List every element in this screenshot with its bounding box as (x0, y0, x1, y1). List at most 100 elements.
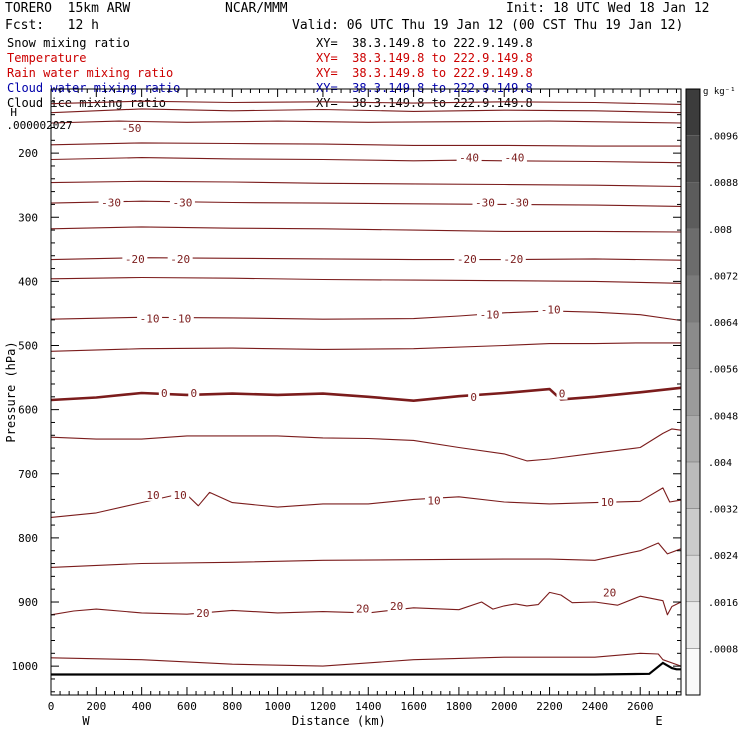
contour-label: -50 (122, 122, 142, 135)
colorbar-band (685, 508, 701, 556)
y-tick-label: 300 (18, 211, 38, 224)
x-tick-label: 1400 (355, 700, 382, 713)
isotherm-line (50, 157, 682, 164)
x-tick-label: 400 (132, 700, 152, 713)
x-tick-label: 1600 (400, 700, 427, 713)
x-tick-label: 2400 (582, 700, 609, 713)
contour-label: 20 (603, 586, 616, 599)
y-tick-label: 400 (18, 275, 38, 288)
contour-label-bg (193, 606, 212, 619)
contour-label-bg (598, 495, 617, 508)
colorbar-band (685, 648, 701, 696)
contour-label: 10 (427, 495, 440, 508)
contour-label-bg (122, 252, 148, 265)
isotherm-line (50, 108, 682, 114)
contour-label-bg (118, 122, 144, 135)
x-tick-label: 800 (222, 700, 242, 713)
contour-label: 10 (174, 489, 187, 502)
contour-label-bg (500, 252, 526, 265)
isotherm-line (50, 310, 682, 322)
contour-label-bg (169, 196, 195, 209)
colorbar-band (685, 135, 701, 183)
colorbar-tick-label: .0048 (708, 411, 738, 422)
colorbar-band (685, 554, 701, 603)
colorbar-tick-label: .0008 (708, 644, 738, 655)
isotherm-line (50, 100, 682, 105)
legend-xy: XY= 38.3.149.8 to 222.9.149.8 (316, 36, 533, 50)
colorbar-band (685, 321, 701, 369)
x-tick-label: 1800 (446, 700, 473, 713)
contour-label: -20 (503, 253, 523, 266)
contour-label-bg (456, 151, 482, 164)
x-tick-label: 600 (177, 700, 197, 713)
colorbar-tick-label: .008 (708, 225, 732, 236)
legend-label: Cloud water mixing ratio (7, 81, 181, 95)
y-tick-label: 1000 (12, 660, 39, 673)
x-tick-label: 1200 (310, 700, 337, 713)
y-tick-label: 200 (18, 147, 38, 160)
colorbar-tick-label: .0064 (708, 318, 738, 329)
y-tick-label: 900 (18, 596, 38, 609)
contour-label-bg (501, 151, 527, 164)
y-tick-label: 600 (18, 404, 38, 417)
colorbar-unit: g kg⁻¹ (703, 87, 736, 97)
contour-label: 0 (559, 388, 566, 401)
contour-label: 10 (146, 489, 159, 502)
colorbar-band (685, 228, 701, 276)
colorbar-tick-label: .0056 (708, 365, 738, 376)
legend-label: Snow mixing ratio (7, 36, 130, 50)
y-tick-label: 700 (18, 468, 38, 481)
contour-label: -30 (475, 197, 495, 210)
y-axis-label: Pressure (hPa) (4, 341, 18, 442)
contour-label-bg (387, 599, 406, 612)
colorbar-band (685, 275, 701, 323)
colorbar-tick-label: .0096 (708, 132, 738, 143)
legend-label: Temperature (7, 51, 87, 65)
contour-label-bg (454, 252, 480, 265)
isotherm-line (50, 386, 682, 402)
contour-label: 20 (390, 600, 403, 613)
contour-label: -10 (541, 304, 561, 317)
isotherm-line (50, 180, 682, 188)
contour-label: -20 (457, 253, 477, 266)
west-label: W (82, 714, 90, 728)
x-tick-label: 2600 (627, 700, 654, 713)
plot-frame (50, 88, 682, 696)
header-init: Init: 18 UTC Wed 18 Jan 12 (506, 1, 710, 16)
contour-label: 20 (196, 607, 209, 620)
colorbar-tick-label: .0032 (708, 505, 738, 516)
colorbar-tick-label: .0016 (708, 598, 738, 609)
terrain-line (51, 661, 681, 676)
contour-label-bg (188, 386, 200, 399)
isotherm-line (50, 200, 682, 207)
contour-label-bg (538, 303, 564, 316)
contour-label-bg (477, 308, 503, 321)
colorbar-band (685, 88, 701, 136)
x-tick-label: 2200 (536, 700, 563, 713)
y-tick-label: 500 (18, 340, 38, 353)
east-label: E (655, 714, 662, 728)
x-tick-label: 2000 (491, 700, 518, 713)
contour-label-bg (600, 586, 619, 599)
isotherm-line (50, 652, 682, 667)
contour-label-bg (468, 390, 480, 403)
contour-label: -30 (509, 197, 529, 210)
contour-label-bg (98, 196, 124, 209)
colorbar-band (685, 368, 701, 416)
header-org: NCAR/MMM (225, 1, 288, 16)
contour-label: 0 (190, 387, 197, 400)
contour-label: -10 (171, 313, 191, 326)
isotherm-line (50, 142, 681, 147)
contour-label: -10 (480, 309, 500, 322)
colorbar-tick-label: .0072 (708, 271, 738, 282)
contour-label-bg (424, 494, 443, 507)
isotherm-line (50, 226, 682, 233)
contour-label: -40 (459, 152, 479, 165)
contour-label-bg (353, 602, 372, 615)
header-valid: Valid: 06 UTC Thu 19 Jan 12 (00 CST Thu … (292, 18, 684, 33)
contour-label-bg (143, 488, 162, 501)
contour-label-bg (472, 196, 498, 209)
isotherm-line (50, 276, 682, 284)
contour-label: -30 (173, 197, 193, 210)
